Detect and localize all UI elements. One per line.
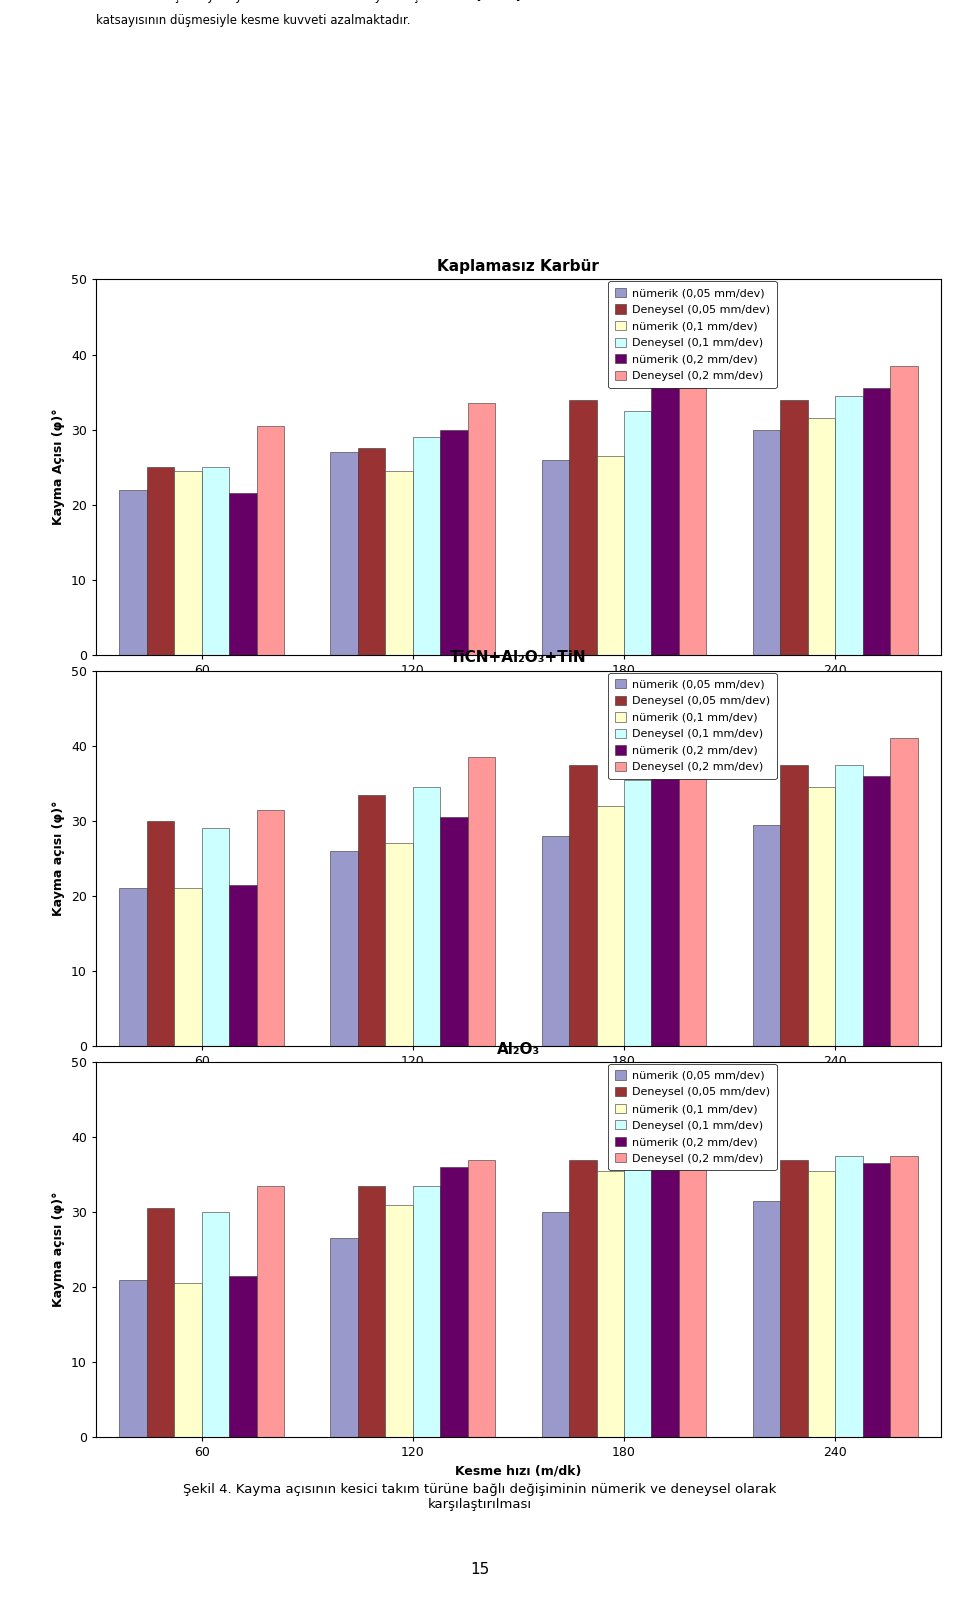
Bar [863,388,890,655]
Bar [330,1238,358,1437]
Bar [780,399,807,655]
Bar [468,1159,495,1437]
Text: ve takım talaş ara yüzeyindeki sürtünme katsayısı düşmektedir [11-12]. Sürtünme: ve takım talaş ara yüzeyindeki sürtünme … [96,0,587,3]
Bar [413,1187,441,1437]
Bar [174,471,202,655]
Bar [807,787,835,1046]
Bar [541,835,569,1046]
Bar [229,493,256,655]
Bar [890,366,918,655]
Bar [413,438,441,655]
Bar [256,1187,284,1437]
Bar [468,757,495,1046]
Y-axis label: Kayma açısı (φ)°: Kayma açısı (φ)° [53,800,65,917]
Bar [863,1163,890,1437]
Bar [863,776,890,1046]
Bar [596,1171,624,1437]
Bar [835,765,863,1046]
Bar [202,468,229,655]
Bar [385,1204,413,1437]
Bar [468,404,495,655]
Bar [330,452,358,655]
Bar [358,795,385,1046]
Bar [569,765,596,1046]
Legend: nümerik (0,05 mm/dev), Deneysel (0,05 mm/dev), nümerik (0,1 mm/dev), Deneysel (0: nümerik (0,05 mm/dev), Deneysel (0,05 mm… [609,672,777,779]
Bar [624,1156,652,1437]
X-axis label: Kesme hızı (m/dk): Kesme hızı (m/dk) [455,682,582,695]
Bar [385,843,413,1046]
Bar [174,1284,202,1437]
Bar [119,1279,147,1437]
Bar [441,1167,468,1437]
X-axis label: Kesme hızı (m/dk): Kesme hızı (m/dk) [455,1464,582,1477]
Text: Şekil 4. Kayma açısının kesici takım türüne bağlı değişiminin nümerik ve deneyse: Şekil 4. Kayma açısının kesici takım tür… [183,1484,777,1511]
Bar [890,738,918,1046]
Bar [624,779,652,1046]
Bar [119,490,147,655]
Bar [147,468,174,655]
Bar [780,1159,807,1437]
Bar [753,430,780,655]
Title: Kaplamasız Karbür: Kaplamasız Karbür [438,259,599,275]
Bar [835,1156,863,1437]
Bar [119,888,147,1046]
Bar [753,824,780,1046]
Bar [174,888,202,1046]
Legend: nümerik (0,05 mm/dev), Deneysel (0,05 mm/dev), nümerik (0,1 mm/dev), Deneysel (0: nümerik (0,05 mm/dev), Deneysel (0,05 mm… [609,1064,777,1171]
Bar [679,738,707,1046]
Bar [596,806,624,1046]
Bar [652,1159,679,1437]
Y-axis label: Kayma açısı (φ)°: Kayma açısı (φ)° [53,1191,65,1308]
Bar [229,1276,256,1437]
Text: 15: 15 [470,1562,490,1576]
Bar [679,1140,707,1437]
Bar [890,1156,918,1437]
Bar [780,765,807,1046]
Bar [624,410,652,655]
Bar [358,1187,385,1437]
Bar [147,1209,174,1437]
Bar [441,818,468,1046]
Bar [835,396,863,655]
Bar [569,399,596,655]
Bar [753,1201,780,1437]
Bar [256,810,284,1046]
Bar [256,426,284,655]
Bar [596,455,624,655]
Bar [679,388,707,655]
Bar [541,460,569,655]
Bar [569,1159,596,1437]
Bar [358,449,385,655]
Bar [807,1171,835,1437]
Legend: nümerik (0,05 mm/dev), Deneysel (0,05 mm/dev), nümerik (0,1 mm/dev), Deneysel (0: nümerik (0,05 mm/dev), Deneysel (0,05 mm… [609,281,777,388]
Bar [541,1212,569,1437]
Bar [652,776,679,1046]
Bar [441,430,468,655]
X-axis label: Kesme hızı (m/dk): Kesme hızı (m/dk) [455,1073,582,1086]
Y-axis label: Kayma Açısı (φ)°: Kayma Açısı (φ)° [53,409,65,525]
Bar [202,829,229,1046]
Title: Al₂O₃: Al₂O₃ [496,1041,540,1057]
Bar [147,821,174,1046]
Bar [202,1212,229,1437]
Title: TiCN+Al₂O₃+TiN: TiCN+Al₂O₃+TiN [450,650,587,666]
Bar [330,851,358,1046]
Bar [229,885,256,1046]
Bar [652,385,679,655]
Bar [807,418,835,655]
Bar [385,471,413,655]
Bar [413,787,441,1046]
Text: katsayısının düşmesiyle kesme kuvveti azalmaktadır.: katsayısının düşmesiyle kesme kuvveti az… [96,14,411,27]
